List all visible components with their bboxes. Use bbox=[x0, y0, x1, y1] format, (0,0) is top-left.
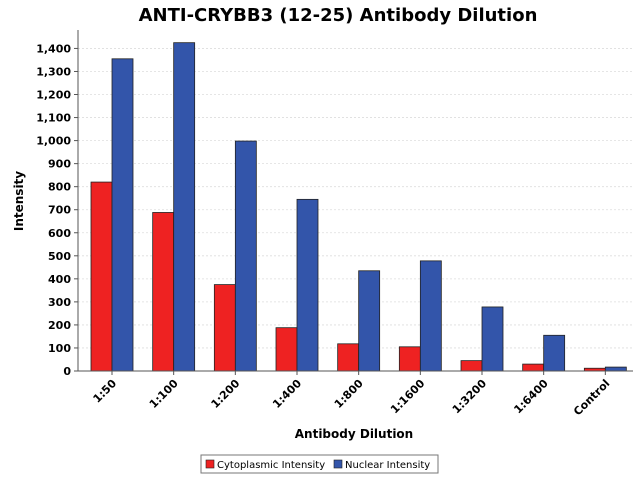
y-tick-label: 200 bbox=[48, 319, 71, 332]
y-axis-label: Intensity bbox=[12, 171, 26, 231]
nuclear-bar bbox=[173, 42, 196, 372]
cytoplasmic-bar bbox=[398, 346, 421, 372]
cytoplasmic-bar bbox=[337, 343, 360, 372]
axes bbox=[77, 30, 633, 372]
nuclear-bar bbox=[358, 270, 381, 372]
legend-box bbox=[200, 454, 439, 474]
legend-swatch bbox=[333, 459, 343, 469]
y-tick-label: 1,100 bbox=[36, 112, 71, 125]
y-tick-label: 600 bbox=[48, 227, 71, 240]
x-axis-label: Antibody Dilution bbox=[295, 427, 413, 441]
nuclear-bar bbox=[604, 366, 627, 372]
x-tick-label: 1:6400 bbox=[511, 377, 551, 417]
x-tick-label: 1:200 bbox=[209, 377, 243, 411]
cytoplasmic-bar bbox=[275, 327, 298, 372]
x-tick-label: 1:800 bbox=[332, 377, 366, 411]
y-tick-label: 1,000 bbox=[36, 135, 71, 148]
y-tick-label: 1,400 bbox=[36, 42, 71, 55]
nuclear-bar bbox=[296, 198, 319, 372]
nuclear-bar bbox=[111, 58, 134, 372]
nuclear-bar bbox=[481, 306, 504, 372]
y-tick-label: 400 bbox=[48, 273, 71, 286]
y-tick-label: 300 bbox=[48, 296, 71, 309]
y-tick-label: 100 bbox=[48, 342, 71, 355]
x-tick-label: 1:1600 bbox=[388, 377, 428, 417]
legend-label: Nuclear Intensity bbox=[345, 460, 430, 471]
y-tick-label: 700 bbox=[48, 204, 71, 217]
bars bbox=[90, 42, 627, 372]
legend-label: Cytoplasmic Intensity bbox=[217, 460, 325, 471]
cytoplasmic-bar bbox=[213, 284, 236, 372]
cytoplasmic-bar bbox=[522, 363, 545, 372]
nuclear-bar bbox=[543, 334, 566, 372]
nuclear-bar bbox=[234, 140, 257, 372]
legend: Cytoplasmic Intensity Nuclear Intensity bbox=[200, 454, 439, 474]
x-tick-label: 1:50 bbox=[91, 377, 120, 406]
y-tick-label: 1,200 bbox=[36, 89, 71, 102]
y-tick-label: 500 bbox=[48, 250, 71, 263]
nuclear-bar bbox=[419, 260, 442, 372]
cytoplasmic-bar bbox=[460, 360, 483, 372]
y-tick-label: 900 bbox=[48, 158, 71, 171]
y-axis-ticks: 0 100 200 300 400 500 600 700 800 900 1,000 1,100 1,… bbox=[36, 42, 78, 378]
cytoplasmic-bar bbox=[152, 212, 175, 372]
y-tick-label: 0 bbox=[63, 365, 71, 378]
chart-title: ANTI-CRYBB3 (12-25) Antibody Dilution bbox=[139, 5, 538, 26]
cytoplasmic-bar bbox=[90, 181, 113, 372]
y-tick-label: 1,300 bbox=[36, 65, 71, 78]
y-tick-label: 800 bbox=[48, 181, 71, 194]
x-tick-label: 1:100 bbox=[147, 377, 181, 411]
legend-swatch bbox=[205, 459, 215, 469]
x-tick-label: 1:3200 bbox=[450, 377, 490, 417]
x-tick-label: 1:400 bbox=[270, 377, 304, 411]
x-tick-label: Control bbox=[571, 377, 612, 418]
x-axis-ticks: 1:50 1:100 1:200 1:400 1:800 1:1600 1:3200 1:64… bbox=[91, 371, 612, 418]
